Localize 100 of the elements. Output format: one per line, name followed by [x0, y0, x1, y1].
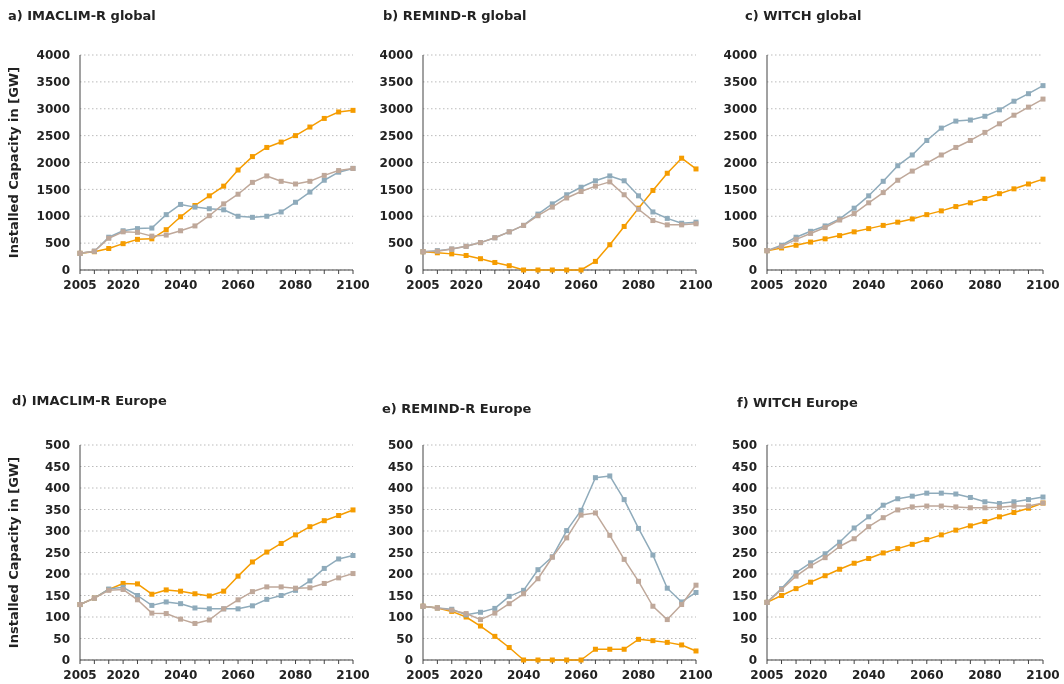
x-tick-label: 2080 — [278, 278, 313, 292]
y-tick-label: 1500 — [379, 182, 413, 197]
x-tick-label: 2100 — [1026, 278, 1060, 292]
x-tick-label: 2040 — [851, 668, 886, 682]
y-tick-label: 300 — [44, 524, 70, 539]
x-tick-label: 2020 — [449, 668, 483, 682]
y-tick-label: 500 — [731, 236, 757, 251]
chart-title: f) WITCH Europe — [737, 395, 858, 410]
x-tick-label: 2080 — [621, 668, 656, 682]
x-tick-label: 2100 — [336, 278, 370, 292]
y-tick-label: 2500 — [379, 128, 413, 143]
x-tick-label: 2080 — [621, 278, 656, 292]
x-tick-label: 2100 — [679, 668, 713, 682]
x-tick-label: 2020 — [793, 668, 828, 682]
x-tick-label: 2020 — [106, 668, 140, 682]
x-tick-label: 2080 — [278, 668, 313, 682]
y-tick-label: 150 — [387, 588, 413, 603]
y-tick-label: 450 — [44, 459, 70, 474]
y-tick-label: 400 — [44, 481, 70, 496]
y-tick-label: 500 — [387, 236, 413, 251]
y-tick-label: 250 — [44, 545, 70, 560]
y-tick-label: 0 — [404, 263, 413, 278]
y-tick-label: 2000 — [36, 155, 70, 170]
x-tick-label: 2005 — [750, 278, 784, 292]
y-tick-label: 400 — [387, 481, 413, 496]
y-tick-label: 200 — [731, 567, 757, 582]
x-tick-label: 2005 — [406, 668, 440, 682]
x-tick-label: 2040 — [506, 668, 541, 682]
x-tick-label: 2040 — [851, 278, 886, 292]
y-tick-label: 100 — [387, 610, 413, 625]
y-tick-label: 150 — [44, 588, 70, 603]
x-tick-label: 2005 — [406, 278, 440, 292]
x-tick-label: 2060 — [910, 668, 944, 682]
y-tick-label: 500 — [387, 438, 413, 453]
y-tick-label: 0 — [61, 263, 70, 278]
x-tick-label: 2040 — [163, 668, 198, 682]
x-tick-label: 2060 — [221, 668, 255, 682]
y-tick-label: 350 — [387, 502, 413, 517]
y-tick-label: 250 — [387, 545, 413, 560]
y-tick-label: 200 — [387, 567, 413, 582]
y-tick-label: 3500 — [379, 75, 413, 90]
y-tick-label: 0 — [404, 653, 413, 668]
x-tick-label: 2040 — [163, 278, 198, 292]
y-tick-label: 350 — [731, 502, 757, 517]
y-tick-label: 50 — [740, 631, 757, 646]
x-tick-label: 2080 — [968, 668, 1002, 682]
y-tick-label: 150 — [731, 588, 757, 603]
y-tick-label: 500 — [731, 438, 757, 453]
y-tick-label: 1500 — [36, 182, 70, 197]
chart-title: c) WITCH global — [745, 8, 862, 23]
y-axis-title: Installed Capacity in [GW] — [6, 456, 21, 649]
y-tick-label: 4000 — [36, 48, 70, 63]
y-tick-label: 1000 — [36, 209, 70, 224]
x-tick-label: 2020 — [106, 278, 140, 292]
x-tick-label: 2060 — [564, 278, 598, 292]
x-tick-label: 2060 — [564, 668, 598, 682]
y-tick-label: 2000 — [723, 155, 757, 170]
x-tick-label: 2100 — [679, 278, 713, 292]
x-tick-label: 2060 — [910, 278, 944, 292]
y-tick-label: 3000 — [723, 101, 757, 116]
y-tick-label: 1000 — [723, 209, 757, 224]
y-tick-label: 500 — [44, 438, 70, 453]
x-tick-label: 2060 — [221, 278, 255, 292]
y-tick-label: 2500 — [723, 128, 757, 143]
y-tick-label: 350 — [44, 502, 70, 517]
y-tick-label: 0 — [748, 263, 757, 278]
x-tick-label: 2080 — [968, 278, 1002, 292]
x-tick-label: 2020 — [449, 278, 483, 292]
y-tick-label: 3000 — [379, 101, 413, 116]
y-axis-title: Installed Capacity in [GW] — [6, 66, 21, 259]
x-tick-label: 2100 — [1026, 668, 1060, 682]
chart-title: a) IMACLIM-R global — [8, 8, 156, 23]
chart-title: d) IMACLIM-R Europe — [12, 393, 167, 408]
y-tick-label: 100 — [44, 610, 70, 625]
y-tick-label: 4000 — [379, 48, 413, 63]
y-tick-label: 2500 — [36, 128, 70, 143]
chart-title: b) REMIND-R global — [383, 8, 527, 23]
y-tick-label: 50 — [396, 631, 413, 646]
x-tick-label: 2005 — [63, 278, 97, 292]
chart-title: e) REMIND-R Europe — [382, 401, 532, 416]
x-tick-label: 2040 — [506, 278, 541, 292]
y-tick-label: 300 — [387, 524, 413, 539]
y-tick-label: 2000 — [379, 155, 413, 170]
x-tick-label: 2100 — [336, 668, 370, 682]
y-tick-label: 250 — [731, 545, 757, 560]
y-tick-label: 500 — [44, 236, 70, 251]
y-tick-label: 400 — [731, 481, 757, 496]
y-tick-label: 100 — [731, 610, 757, 625]
x-tick-label: 2005 — [750, 668, 784, 682]
y-tick-label: 0 — [748, 653, 757, 668]
y-tick-label: 1000 — [379, 209, 413, 224]
y-tick-label: 450 — [731, 459, 757, 474]
y-tick-label: 1500 — [723, 182, 757, 197]
y-tick-label: 450 — [387, 459, 413, 474]
x-tick-label: 2020 — [793, 278, 828, 292]
y-tick-label: 50 — [53, 631, 70, 646]
y-tick-label: 3000 — [36, 101, 70, 116]
y-tick-label: 0 — [61, 653, 70, 668]
y-tick-label: 4000 — [723, 48, 757, 63]
y-tick-label: 3500 — [36, 75, 70, 90]
